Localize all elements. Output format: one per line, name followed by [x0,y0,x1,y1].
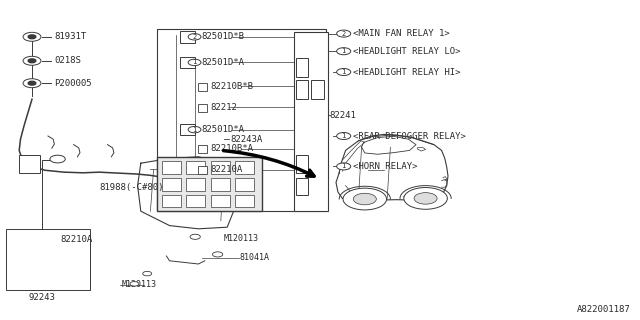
Bar [198,166,207,174]
Bar [211,178,230,191]
Text: P200005: P200005 [54,79,92,88]
Bar [211,161,230,174]
Bar [294,32,328,211]
Text: 1: 1 [342,133,346,139]
Text: <MAIN FAN RELAY 1>: <MAIN FAN RELAY 1> [353,29,450,38]
Bar [296,155,308,173]
Text: 82501D*A: 82501D*A [202,125,244,134]
Bar [235,178,254,191]
Circle shape [23,32,41,41]
Text: 1: 1 [342,69,346,75]
Bar [186,195,205,207]
Bar [162,195,181,207]
Circle shape [337,132,351,140]
Circle shape [143,271,152,276]
Bar [296,178,308,195]
Text: <HEADLIGHT RELAY LO>: <HEADLIGHT RELAY LO> [353,47,461,56]
Bar [186,178,205,191]
Circle shape [414,193,437,204]
Text: 81931T: 81931T [54,32,86,41]
Bar [296,58,308,77]
Circle shape [353,193,376,205]
Circle shape [337,48,351,55]
Text: 1: 1 [193,60,196,65]
Text: <HEADLIGHT RELAY HI>: <HEADLIGHT RELAY HI> [353,68,461,76]
Bar [180,31,195,43]
Text: 81041A: 81041A [240,253,270,262]
Text: <HORN RELAY>: <HORN RELAY> [353,162,418,171]
Text: 82210A: 82210A [210,165,242,174]
Circle shape [188,34,201,40]
Bar [235,161,254,174]
Bar [157,29,326,211]
Bar [198,104,207,112]
Bar [211,195,230,207]
Text: 2: 2 [193,34,196,40]
Text: <REAR DEFOGGER RELAY>: <REAR DEFOGGER RELAY> [353,132,466,140]
Text: 2: 2 [342,31,346,36]
Bar [235,195,254,207]
Circle shape [212,252,223,257]
Bar [186,161,205,174]
Text: 82243A: 82243A [230,135,262,144]
Text: 1: 1 [193,127,196,132]
Bar [19,155,40,173]
Text: 82210A: 82210A [61,236,93,244]
Polygon shape [336,134,448,201]
Text: 82210B*A: 82210B*A [210,144,253,153]
Text: M120113: M120113 [224,234,259,243]
Bar [180,124,195,135]
Circle shape [337,30,351,37]
Circle shape [190,234,200,239]
Circle shape [130,282,139,286]
Text: M120113: M120113 [122,280,157,289]
Text: 82501D*A: 82501D*A [202,58,244,67]
Circle shape [50,155,65,163]
Text: 92243: 92243 [28,293,55,302]
Circle shape [337,163,351,170]
Circle shape [337,68,351,76]
Bar [180,57,195,68]
Bar [162,161,181,174]
Bar [311,80,324,99]
Circle shape [188,59,201,66]
Bar [6,229,90,290]
Text: 82501D*B: 82501D*B [202,32,244,41]
Circle shape [23,56,41,65]
Circle shape [28,35,36,39]
Circle shape [188,126,201,133]
Circle shape [404,188,447,209]
Text: 0218S: 0218S [54,56,81,65]
Circle shape [28,59,36,63]
Bar [198,145,207,153]
Text: 1: 1 [342,164,346,169]
Text: 81988(-C#80): 81988(-C#80) [99,183,164,192]
Text: 82212: 82212 [210,103,237,112]
Bar [162,178,181,191]
Circle shape [23,79,41,88]
Circle shape [343,188,387,210]
Bar [296,80,308,99]
Text: A822001187: A822001187 [577,305,630,314]
Text: 1: 1 [342,48,346,54]
Text: 82210B*B: 82210B*B [210,82,253,91]
Circle shape [28,81,36,85]
Bar [157,157,262,211]
Text: 82241: 82241 [330,111,356,120]
Bar [198,83,207,91]
